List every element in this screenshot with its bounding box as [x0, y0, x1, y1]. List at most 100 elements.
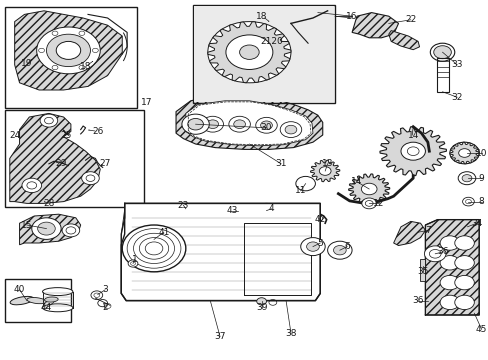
Circle shape	[439, 236, 459, 250]
Circle shape	[239, 45, 259, 59]
Text: 29: 29	[55, 159, 67, 168]
Text: 12: 12	[372, 199, 384, 208]
Text: 18: 18	[80, 62, 91, 71]
Text: 14: 14	[407, 130, 418, 139]
Text: 19: 19	[21, 58, 33, 68]
Text: 3: 3	[102, 285, 108, 294]
Text: 33: 33	[450, 60, 462, 69]
Polygon shape	[198, 9, 329, 101]
Polygon shape	[207, 22, 290, 83]
Circle shape	[429, 43, 454, 61]
Text: 7: 7	[424, 226, 430, 235]
Text: 6: 6	[344, 242, 349, 251]
Text: 42: 42	[314, 215, 325, 224]
Circle shape	[79, 66, 85, 70]
Polygon shape	[244, 223, 310, 295]
Circle shape	[449, 142, 478, 164]
Circle shape	[400, 142, 425, 160]
Circle shape	[306, 242, 319, 251]
Circle shape	[439, 295, 459, 310]
Polygon shape	[310, 209, 320, 299]
Circle shape	[128, 260, 138, 267]
Polygon shape	[15, 11, 122, 90]
Circle shape	[91, 291, 102, 300]
Text: 26: 26	[92, 127, 103, 136]
Text: 8: 8	[478, 197, 484, 206]
Polygon shape	[10, 113, 100, 203]
Text: 34: 34	[470, 219, 482, 228]
Text: 43: 43	[226, 206, 238, 215]
Circle shape	[40, 114, 58, 127]
Polygon shape	[124, 203, 320, 209]
Bar	[5, 110, 144, 207]
Text: 17: 17	[141, 98, 152, 107]
Bar	[194, 6, 333, 102]
Circle shape	[439, 275, 459, 290]
Text: 2120: 2120	[260, 37, 282, 46]
Bar	[5, 7, 137, 108]
Ellipse shape	[42, 304, 73, 312]
Text: 5: 5	[317, 238, 323, 248]
Circle shape	[182, 114, 209, 134]
Circle shape	[22, 178, 41, 193]
Text: 44: 44	[41, 303, 52, 312]
Text: 10: 10	[475, 149, 487, 158]
Ellipse shape	[44, 297, 58, 302]
Text: 24: 24	[9, 130, 20, 139]
Polygon shape	[379, 127, 446, 176]
Circle shape	[361, 198, 376, 209]
Circle shape	[261, 207, 271, 214]
Text: 16: 16	[346, 12, 357, 21]
Circle shape	[122, 225, 185, 272]
Text: 31: 31	[275, 159, 286, 168]
Circle shape	[202, 116, 223, 132]
Polygon shape	[425, 220, 478, 315]
Polygon shape	[449, 142, 478, 164]
Ellipse shape	[10, 296, 34, 305]
Text: 37: 37	[214, 332, 225, 341]
Circle shape	[256, 298, 266, 305]
Circle shape	[256, 203, 276, 218]
Circle shape	[454, 236, 473, 250]
Text: 28: 28	[43, 199, 55, 208]
Bar	[193, 5, 334, 103]
Circle shape	[52, 66, 58, 70]
Text: 32: 32	[450, 93, 462, 102]
Circle shape	[361, 183, 376, 195]
Bar	[436, 58, 448, 92]
Text: 30: 30	[260, 123, 272, 132]
Text: 36: 36	[436, 248, 447, 256]
Text: 40: 40	[14, 285, 25, 294]
Circle shape	[260, 121, 272, 130]
Polygon shape	[126, 293, 315, 297]
Text: 36: 36	[411, 296, 423, 305]
Circle shape	[37, 27, 100, 74]
Text: 18: 18	[255, 12, 267, 21]
Ellipse shape	[42, 288, 73, 296]
Circle shape	[206, 120, 218, 129]
Bar	[5, 279, 71, 322]
Text: 41: 41	[158, 228, 169, 237]
Polygon shape	[121, 203, 320, 301]
Polygon shape	[20, 214, 81, 245]
Circle shape	[255, 117, 277, 133]
Text: 45: 45	[475, 325, 487, 334]
Polygon shape	[185, 101, 312, 146]
Polygon shape	[351, 13, 398, 38]
Circle shape	[462, 197, 473, 206]
Text: 15: 15	[21, 220, 33, 230]
Text: 35: 35	[416, 267, 428, 276]
Circle shape	[225, 35, 272, 69]
Text: 39: 39	[255, 303, 267, 312]
Circle shape	[285, 125, 296, 134]
Circle shape	[79, 31, 85, 35]
Circle shape	[319, 167, 330, 175]
Circle shape	[454, 295, 473, 310]
Polygon shape	[310, 160, 339, 182]
Circle shape	[454, 275, 473, 290]
Text: 13: 13	[321, 159, 333, 168]
Polygon shape	[121, 209, 132, 297]
Text: 9: 9	[478, 174, 484, 183]
Circle shape	[461, 175, 471, 182]
Circle shape	[433, 46, 450, 59]
